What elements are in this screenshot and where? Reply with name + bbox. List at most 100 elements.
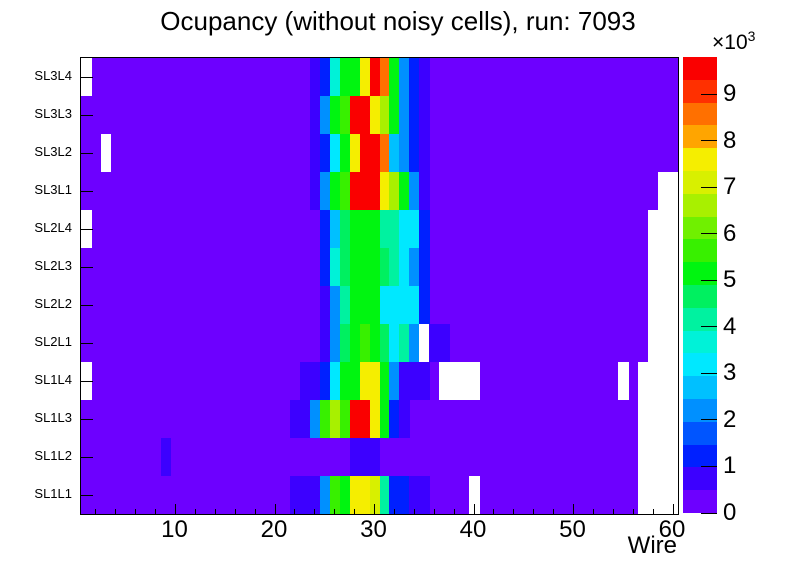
empty-cell	[648, 286, 659, 324]
heatmap-cell	[309, 362, 321, 400]
heatmap-cell	[379, 286, 391, 324]
y-row-label-SL3L3: SL3L3	[34, 106, 72, 121]
heatmap-cell	[369, 362, 381, 400]
heatmap-cell	[359, 96, 371, 134]
empty-cell	[658, 172, 669, 210]
heatmap-cell	[309, 400, 321, 438]
heatmap-cell	[379, 324, 391, 362]
heatmap-cell	[419, 248, 430, 286]
heatmap-cell	[389, 476, 400, 514]
x-axis-minor-tick	[294, 509, 296, 514]
empty-cell	[668, 362, 678, 400]
colorbar-tick	[701, 465, 717, 467]
colorbar-segment	[683, 193, 717, 217]
heatmap-cell	[399, 134, 410, 172]
heatmap-cell	[389, 286, 400, 324]
heatmap-cell	[160, 438, 172, 476]
heatmap-cell	[349, 324, 361, 362]
heatmap-cell	[389, 58, 400, 96]
empty-cell	[648, 324, 659, 362]
empty-cell	[658, 248, 669, 286]
empty-cell	[668, 476, 678, 514]
heatmap-cell	[349, 286, 361, 324]
heatmap-cell	[409, 324, 420, 362]
heatmap-cell	[409, 210, 420, 248]
heatmap-cell	[359, 400, 371, 438]
colorbar-tick-label: 9	[723, 80, 737, 108]
y-row-label-SL1L3: SL1L3	[34, 410, 72, 425]
heatmap-cell	[359, 362, 371, 400]
y-row-label-SL1L2: SL1L2	[34, 448, 72, 463]
colorbar-tick-label: 2	[723, 405, 737, 433]
heatmap-cell	[369, 286, 381, 324]
heatmap-cell	[339, 210, 351, 248]
empty-cell	[658, 362, 669, 400]
heatmap-cell	[359, 58, 371, 96]
heatmap-cell	[319, 362, 331, 400]
x-axis-minor-tick	[453, 509, 455, 514]
heatmap-cell	[329, 134, 341, 172]
colorbar-segment	[683, 170, 717, 194]
heatmap-cell	[409, 134, 420, 172]
empty-cell	[668, 248, 678, 286]
x-axis-major-tick	[274, 504, 276, 514]
colorbar-tick	[701, 512, 717, 514]
heatmap-cell	[359, 210, 371, 248]
x-axis-minor-tick	[393, 509, 395, 514]
heatmap-cell	[349, 248, 361, 286]
empty-cell	[658, 286, 669, 324]
heatmap-cell	[359, 134, 371, 172]
colorbar-tick	[701, 233, 717, 235]
empty-cell	[648, 400, 659, 438]
y-row-label-SL1L1: SL1L1	[34, 486, 72, 501]
x-axis-minor-tick	[433, 509, 435, 514]
heatmap-cell	[369, 172, 381, 210]
heatmap-cell	[319, 96, 331, 134]
heatmap-cell	[419, 172, 430, 210]
colorbar-segment	[683, 56, 717, 80]
colorbar-tick-label: 0	[723, 499, 737, 526]
heatmap-cell	[329, 248, 341, 286]
y-axis-tick	[81, 381, 93, 382]
colorbar-tick-label: 3	[723, 359, 737, 387]
colorbar-tick-label: 4	[723, 312, 737, 340]
x-tick-label: 60	[658, 516, 686, 543]
heatmap-cell	[399, 96, 410, 134]
z-axis-multiplier-base: ×10	[712, 31, 748, 54]
y-axis-tick	[81, 419, 93, 420]
empty-cell	[668, 210, 678, 248]
empty-cell	[638, 400, 649, 438]
heatmap-cell	[379, 400, 391, 438]
empty-cell	[658, 400, 669, 438]
x-tick-label: 20	[260, 516, 288, 543]
y-row-label-SL3L1: SL3L1	[34, 182, 72, 197]
empty-cell	[648, 248, 659, 286]
x-axis-minor-tick	[95, 509, 97, 514]
x-axis-minor-tick	[632, 509, 634, 514]
heatmap-row-SL2L1	[81, 324, 678, 362]
empty-cell	[449, 362, 460, 400]
empty-cell	[668, 172, 678, 210]
heatmap-row-SL2L2	[81, 286, 678, 324]
colorbar-segment	[683, 489, 717, 513]
heatmap-cell	[319, 134, 331, 172]
heatmap-cell	[349, 362, 361, 400]
heatmap-cell	[339, 96, 351, 134]
heatmap-cell	[339, 324, 351, 362]
colorbar-segment	[683, 216, 717, 240]
heatmap-cell	[299, 362, 311, 400]
heatmap-cell	[359, 286, 371, 324]
heatmap-cell	[369, 400, 381, 438]
colorbar-tick	[701, 140, 717, 142]
colorbar-segment	[683, 147, 717, 171]
colorbar-tick	[701, 186, 717, 188]
x-axis-minor-tick	[513, 509, 515, 514]
heatmap-cell	[359, 476, 371, 514]
x-axis-minor-tick	[334, 509, 336, 514]
x-tick-label: 30	[360, 516, 387, 543]
x-axis-minor-tick	[652, 509, 654, 514]
heatmap-cell	[419, 286, 430, 324]
heatmap-row-SL2L4	[81, 210, 678, 248]
y-row-label-SL2L1: SL2L1	[34, 334, 72, 349]
